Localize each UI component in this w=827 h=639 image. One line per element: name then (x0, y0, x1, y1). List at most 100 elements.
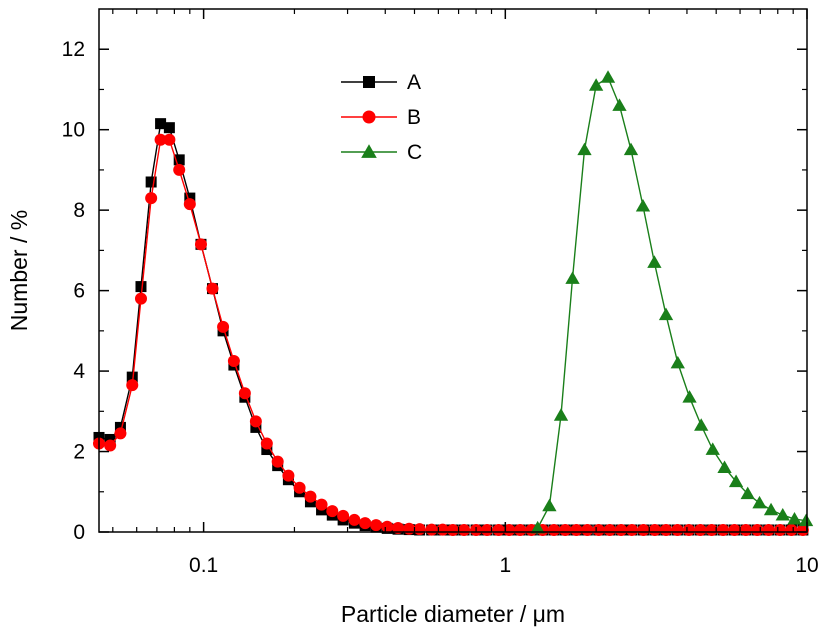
data-point-B (293, 481, 306, 494)
data-point-C (530, 520, 545, 534)
data-point-B (260, 437, 273, 450)
legend-label: C (407, 141, 422, 164)
data-point-B (194, 238, 207, 251)
data-point-B (163, 133, 176, 146)
y-tick-label: 2 (73, 441, 85, 464)
data-point-B (514, 523, 527, 536)
data-point-B (648, 523, 661, 536)
data-point-B (381, 520, 394, 533)
data-point-C (612, 98, 627, 111)
data-point-B (717, 523, 730, 536)
legend-item-A: A (341, 71, 421, 94)
y-tick-label: 8 (73, 199, 85, 222)
data-point-B (615, 523, 628, 536)
data-point-B (206, 282, 219, 295)
x-tick-label: 10 (795, 554, 818, 577)
data-point-A (135, 281, 147, 293)
data-point-B (173, 163, 186, 176)
data-point-B (403, 522, 416, 535)
data-point-B (359, 517, 372, 530)
data-point-C (565, 271, 580, 284)
data-point-C (752, 495, 767, 509)
data-point-B (217, 320, 230, 333)
y-axis-title: Number / % (6, 210, 32, 331)
series-C (530, 70, 814, 534)
series-A (93, 118, 809, 536)
data-point-C (670, 355, 685, 369)
y-tick-label: 6 (73, 280, 85, 303)
data-point-A (250, 421, 262, 433)
data-point-B (671, 523, 684, 536)
data-point-C (694, 418, 709, 431)
data-point-B (145, 192, 158, 205)
data-point-B (481, 523, 494, 536)
data-point-B (315, 498, 328, 511)
data-point-B (581, 523, 594, 536)
data-point-B (682, 523, 695, 536)
data-point-B (739, 523, 752, 536)
data-point-A (163, 122, 175, 134)
series-line-A (98, 122, 803, 531)
data-point-B (751, 523, 764, 536)
data-point-C (787, 511, 802, 525)
data-point-C (728, 474, 744, 488)
data-point-B (603, 523, 616, 536)
marker-circle (362, 110, 376, 124)
data-point-B (694, 523, 707, 536)
data-point-B (559, 523, 572, 536)
marker-triangle (361, 144, 377, 158)
data-point-B (114, 427, 127, 440)
data-point-B (796, 523, 809, 536)
data-point-B (570, 523, 583, 536)
data-point-C (623, 142, 639, 156)
data-point-C (717, 460, 732, 473)
data-point-C (798, 513, 814, 527)
data-point-B (660, 523, 673, 536)
data-point-C (577, 142, 592, 156)
data-point-B (637, 523, 650, 536)
y-tick-label: 10 (62, 119, 85, 142)
data-point-C (588, 78, 604, 91)
data-point-B (392, 521, 405, 534)
data-point-B (282, 469, 295, 482)
data-point-B (425, 523, 438, 536)
data-point-B (785, 523, 798, 536)
data-point-C (775, 507, 790, 521)
data-point-B (592, 523, 605, 536)
data-point-A (184, 192, 196, 204)
data-point-B (705, 523, 718, 536)
data-point-B (370, 519, 383, 532)
marker-square (363, 76, 375, 88)
data-point-C (658, 307, 674, 321)
data-point-B (492, 523, 505, 536)
data-point-C (553, 408, 569, 421)
data-point-C (542, 498, 557, 512)
data-point-B (126, 379, 139, 392)
data-point-B (238, 387, 251, 400)
axes-layer: 0 2 4 6 8 10 12 0.1 1 10 (62, 9, 819, 577)
legend-item-C: C (341, 141, 422, 164)
data-point-B (458, 523, 471, 536)
data-point-B (762, 523, 775, 536)
data-point-A (145, 176, 157, 188)
legend-label: A (407, 71, 421, 94)
data-point-A (104, 433, 116, 445)
y-tick-label: 12 (62, 38, 85, 61)
data-point-B (134, 292, 147, 305)
data-point-C (705, 442, 720, 455)
data-point-B (227, 355, 240, 368)
series-line-B (98, 139, 803, 531)
legend-label: B (407, 106, 421, 129)
data-point-A (114, 421, 126, 433)
data-point-B (271, 455, 284, 468)
data-point-C (647, 255, 662, 268)
data-point-A (126, 371, 138, 383)
data-point-A (261, 444, 273, 456)
data-point-B (728, 523, 741, 536)
series-layer (93, 70, 814, 536)
y-tick-label: 4 (73, 360, 85, 383)
x-axis-title: Particle diameter / μm (341, 601, 565, 627)
y-tick-label: 0 (73, 521, 85, 544)
data-point-B (413, 523, 426, 536)
data-point-B (774, 523, 787, 536)
